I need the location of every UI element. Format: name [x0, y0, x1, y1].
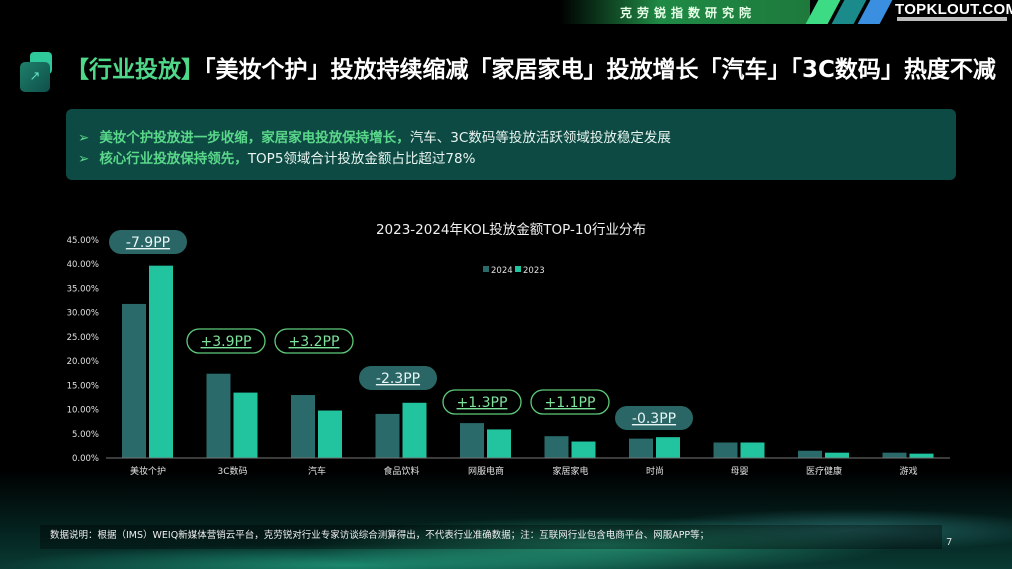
logo-subtitle-bar: [897, 17, 1007, 21]
bar-2024: [291, 395, 315, 458]
y-tick-label: 45.00%: [67, 236, 99, 246]
x-tick-label: 3C数码: [217, 465, 247, 477]
bar-2023: [487, 429, 511, 458]
legend-swatch: [515, 266, 521, 272]
arrow-up-right-icon: ↗: [20, 52, 54, 92]
bar-2023: [571, 441, 596, 458]
bar-2023: [233, 392, 258, 458]
chart-title: 2023-2024年KOL投放金额TOP-10行业分布: [376, 222, 646, 238]
bars: [122, 265, 934, 458]
x-tick-label: 网服电商: [468, 465, 504, 477]
bar-2023: [825, 452, 849, 458]
y-tick-label: 30.00%: [67, 309, 99, 319]
y-tick-label: 25.00%: [67, 333, 99, 343]
change-badge-label: +3.2PP: [289, 334, 340, 350]
annotations: -7.9PP +3.9PP +3.2PP -2.3PP +1.3PP +1.1PP -0.3…: [109, 230, 693, 430]
bullet-arrow-icon: ➢: [78, 130, 90, 146]
x-tick-label: 食品饮料: [383, 465, 419, 477]
y-tick-label: 40.00%: [67, 260, 99, 270]
bar-2024: [206, 373, 231, 458]
x-tick-label: 时尚: [646, 465, 664, 477]
bar-2023: [656, 437, 680, 458]
bar-2024: [460, 423, 484, 458]
y-tick-label: 20.00%: [67, 357, 99, 367]
summary-highlight: 美妆个护投放进一步收缩，家居家电投放保持增长，: [99, 130, 410, 146]
x-tick-label: 美妆个护: [130, 465, 166, 477]
change-badge-label: +1.3PP: [457, 395, 508, 411]
y-tick-label: 15.00%: [67, 381, 99, 391]
y-tick-label: 5.00%: [72, 430, 99, 440]
bar-2023: [149, 265, 173, 458]
bar-2024: [798, 450, 822, 458]
x-tick-label: 医疗健康: [806, 465, 842, 477]
title-tag: 【行业投放】: [66, 57, 204, 83]
change-badge: [186, 328, 266, 354]
change-badge-label: -2.3PP: [376, 371, 420, 387]
bar-2024: [544, 436, 569, 458]
legend-label: 2023: [523, 266, 545, 276]
y-tick-label: 10.00%: [67, 406, 99, 416]
bar-2024: [882, 452, 907, 458]
summary-highlight: 核心行业投放保持领先，: [99, 151, 248, 167]
bar-2023: [740, 442, 765, 458]
bar-2024: [122, 303, 146, 458]
header-band: 克劳锐指数研究院: [560, 0, 810, 24]
page-title: 【行业投放】「美妆个护」投放持续缩减「家居家电」投放增长「汽车」「3C数码」热度…: [66, 50, 996, 84]
summary-line: ➢ 美妆个护投放进一步收缩，家居家电投放保持增长，汽车、3C数码等投放活跃领域投放…: [78, 126, 671, 146]
y-tick-label: 35.00%: [67, 284, 99, 294]
page-number: 7: [946, 537, 953, 548]
bar-2023: [318, 410, 342, 458]
y-tick-label: 0.00%: [72, 454, 99, 464]
change-badge: [109, 230, 187, 254]
title-text: 「美妆个护」投放持续缩减「家居家电」投放增长「汽车」「3C数码」热度不减: [204, 57, 996, 83]
change-badge: [359, 366, 437, 390]
change-badge-label: -7.9PP: [126, 235, 170, 251]
change-badge-label: +3.9PP: [201, 334, 252, 350]
x-axis: 美妆个护 3C数码 汽车 食品饮料 网服电商 家居家电 时尚 母婴 医疗健康 游戏: [106, 457, 950, 477]
legend-label: 2024: [491, 266, 513, 276]
change-badge: [274, 328, 354, 354]
bullet-arrow-icon: ➢: [78, 151, 90, 167]
summary-text: 汽车、3C数码等投放活跃领域投放稳定发展: [409, 130, 671, 146]
change-badge-label: +1.1PP: [545, 395, 596, 411]
legend: 2024 2023: [483, 266, 545, 276]
institute-name: 克劳锐指数研究院: [620, 6, 757, 20]
data-note: 数据说明：根据（IMS）WEIQ新媒体营销云平台，克劳锐对行业专家访谈综合测算得…: [40, 525, 942, 549]
change-badge: [442, 389, 522, 415]
x-tick-label: 母婴: [730, 466, 748, 477]
change-badge-label: -0.3PP: [632, 411, 676, 427]
legend-swatch: [483, 266, 489, 272]
logo: TOPKLOUT.COM: [895, 1, 1012, 18]
x-tick-label: 游戏: [899, 465, 917, 477]
summary-line: ➢ 核心行业投放保持领先，TOP5领域合计投放金额占比超过78%: [78, 147, 475, 167]
change-badge: [530, 389, 610, 415]
bar-2024: [375, 413, 400, 458]
summary-box: ➢ 美妆个护投放进一步收缩，家居家电投放保持增长，汽车、3C数码等投放活跃领域投放…: [66, 109, 956, 180]
bar-2024: [629, 438, 653, 458]
change-badge: [615, 406, 693, 430]
x-tick-label: 家居家电: [552, 465, 588, 477]
x-tick-label: 汽车: [308, 465, 326, 477]
y-axis: 0.00% 5.00% 10.00% 15.00% 20.00% 25.00% 30.00%…: [67, 236, 99, 464]
bar-2024: [713, 442, 738, 458]
bar-2023: [909, 453, 934, 458]
bar-2023: [402, 402, 427, 458]
decorative-wave: [0, 470, 1012, 569]
summary-text: TOP5领域合计投放金额占比超过78%: [247, 151, 476, 167]
